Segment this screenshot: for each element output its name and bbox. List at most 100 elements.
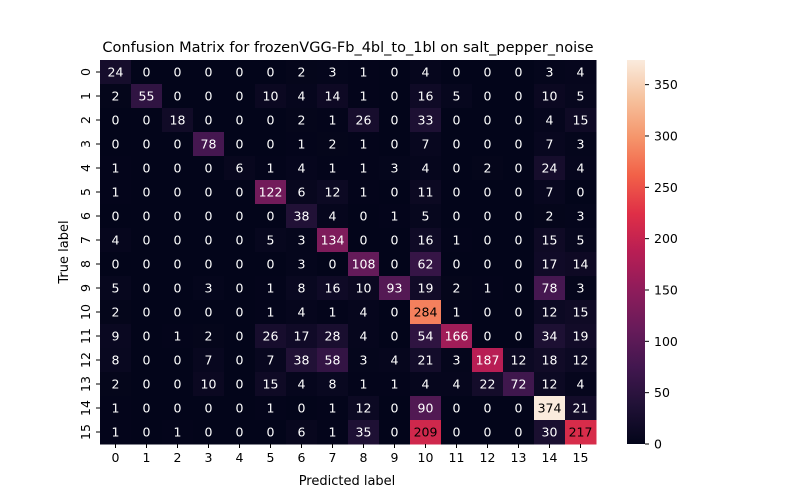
heatmap-cell bbox=[534, 108, 566, 133]
heatmap-cell bbox=[410, 132, 442, 157]
cell-value-label: 55 bbox=[139, 89, 155, 104]
x-axis-label: Predicted label bbox=[299, 474, 396, 489]
heatmap-cell bbox=[565, 348, 597, 373]
heatmap-cell bbox=[565, 396, 597, 421]
heatmap-cell bbox=[286, 132, 318, 157]
heatmap-cell bbox=[565, 132, 597, 157]
heatmap-cell bbox=[534, 180, 566, 205]
cell-value-label: 1 bbox=[453, 233, 461, 248]
cell-value-label: 10 bbox=[201, 377, 217, 392]
cell-value-label: 12 bbox=[511, 353, 527, 368]
cell-value-label: 4 bbox=[360, 305, 368, 320]
heatmap-cell bbox=[286, 372, 318, 397]
colorbar-tick-label: 350 bbox=[654, 77, 678, 92]
heatmap-cell bbox=[255, 60, 287, 85]
heatmap-cell bbox=[193, 156, 225, 181]
heatmap-cell bbox=[472, 108, 504, 133]
heatmap-cell bbox=[441, 60, 473, 85]
heatmap-cell bbox=[534, 420, 566, 445]
cell-value-label: 0 bbox=[174, 377, 182, 392]
heatmap-cell bbox=[286, 324, 318, 349]
cell-value-label: 1 bbox=[391, 209, 399, 224]
heatmap-cell bbox=[441, 396, 473, 421]
x-tick-label: 4 bbox=[236, 450, 244, 465]
cell-value-label: 21 bbox=[418, 353, 434, 368]
heatmap-cell bbox=[317, 228, 349, 253]
cell-value-label: 0 bbox=[236, 65, 244, 80]
heatmap-cell bbox=[100, 180, 132, 205]
heatmap-cell bbox=[379, 420, 411, 445]
cell-value-label: 0 bbox=[143, 305, 151, 320]
heatmap-cell bbox=[131, 228, 163, 253]
cell-value-label: 0 bbox=[143, 425, 151, 440]
heatmap-cell bbox=[193, 348, 225, 373]
heatmap-cell bbox=[317, 396, 349, 421]
cell-value-label: 0 bbox=[360, 209, 368, 224]
cell-value-label: 0 bbox=[236, 305, 244, 320]
heatmap-cell bbox=[131, 420, 163, 445]
cell-value-label: 78 bbox=[201, 137, 217, 152]
y-tick-label: 5 bbox=[78, 188, 93, 196]
cell-value-label: 1 bbox=[360, 185, 368, 200]
cell-value-label: 0 bbox=[453, 257, 461, 272]
heatmap-cell bbox=[224, 132, 256, 157]
heatmap-cell bbox=[534, 300, 566, 325]
heatmap-cell bbox=[317, 60, 349, 85]
cell-value-label: 1 bbox=[360, 65, 368, 80]
heatmap-cell bbox=[131, 372, 163, 397]
cell-value-label: 0 bbox=[391, 65, 399, 80]
heatmap-cell bbox=[410, 228, 442, 253]
heatmap-cell bbox=[193, 372, 225, 397]
heatmap-cell bbox=[503, 276, 535, 301]
colorbar-tick-label: 300 bbox=[654, 128, 678, 143]
heatmap-cell bbox=[286, 252, 318, 277]
heatmap-cell bbox=[317, 276, 349, 301]
heatmap-cell bbox=[100, 108, 132, 133]
cell-value-label: 4 bbox=[422, 377, 430, 392]
cell-value-label: 0 bbox=[112, 113, 120, 128]
heatmap-cell bbox=[131, 84, 163, 109]
heatmap-cell bbox=[286, 228, 318, 253]
heatmap-cell bbox=[193, 84, 225, 109]
heatmap-cell bbox=[224, 396, 256, 421]
colorbar-tick-label: 100 bbox=[654, 334, 678, 349]
cell-value-label: 1 bbox=[329, 161, 337, 176]
cell-value-label: 0 bbox=[515, 281, 523, 296]
heatmap-cell bbox=[410, 108, 442, 133]
colorbar-tick-label: 50 bbox=[654, 385, 670, 400]
heatmap-cell bbox=[565, 252, 597, 277]
heatmap-cell bbox=[348, 60, 380, 85]
y-tick-label: 14 bbox=[78, 400, 93, 416]
cell-value-label: 28 bbox=[325, 329, 341, 344]
chart-title: Confusion Matrix for frozenVGG-Fb_4bl_to… bbox=[102, 40, 593, 56]
cell-value-label: 0 bbox=[484, 185, 492, 200]
cell-value-label: 0 bbox=[205, 161, 213, 176]
heatmap-cell bbox=[286, 348, 318, 373]
heatmap-cell bbox=[503, 108, 535, 133]
cell-value-label: 0 bbox=[236, 209, 244, 224]
heatmap-cell bbox=[503, 252, 535, 277]
heatmap-cell bbox=[255, 204, 287, 229]
cell-value-label: 3 bbox=[577, 281, 585, 296]
cell-value-label: 1 bbox=[174, 425, 182, 440]
heatmap-cell bbox=[348, 156, 380, 181]
y-axis-label: True label bbox=[57, 220, 72, 284]
heatmap-cell bbox=[565, 84, 597, 109]
heatmap-cell bbox=[348, 204, 380, 229]
cell-value-label: 1 bbox=[360, 161, 368, 176]
cell-value-label: 374 bbox=[538, 401, 562, 416]
cell-value-label: 3 bbox=[298, 233, 306, 248]
cell-value-label: 16 bbox=[418, 233, 434, 248]
heatmap-cell bbox=[317, 156, 349, 181]
cell-value-label: 10 bbox=[356, 281, 372, 296]
heatmap-cell bbox=[131, 204, 163, 229]
cell-value-label: 0 bbox=[174, 257, 182, 272]
colorbar-tick-label: 200 bbox=[654, 231, 678, 246]
y-tick-label: 11 bbox=[78, 328, 93, 344]
heatmap-cell bbox=[348, 372, 380, 397]
cell-value-label: 0 bbox=[236, 281, 244, 296]
cell-value-label: 0 bbox=[205, 233, 213, 248]
cell-value-label: 122 bbox=[259, 185, 283, 200]
heatmap-cell bbox=[255, 372, 287, 397]
cell-value-label: 1 bbox=[267, 161, 275, 176]
